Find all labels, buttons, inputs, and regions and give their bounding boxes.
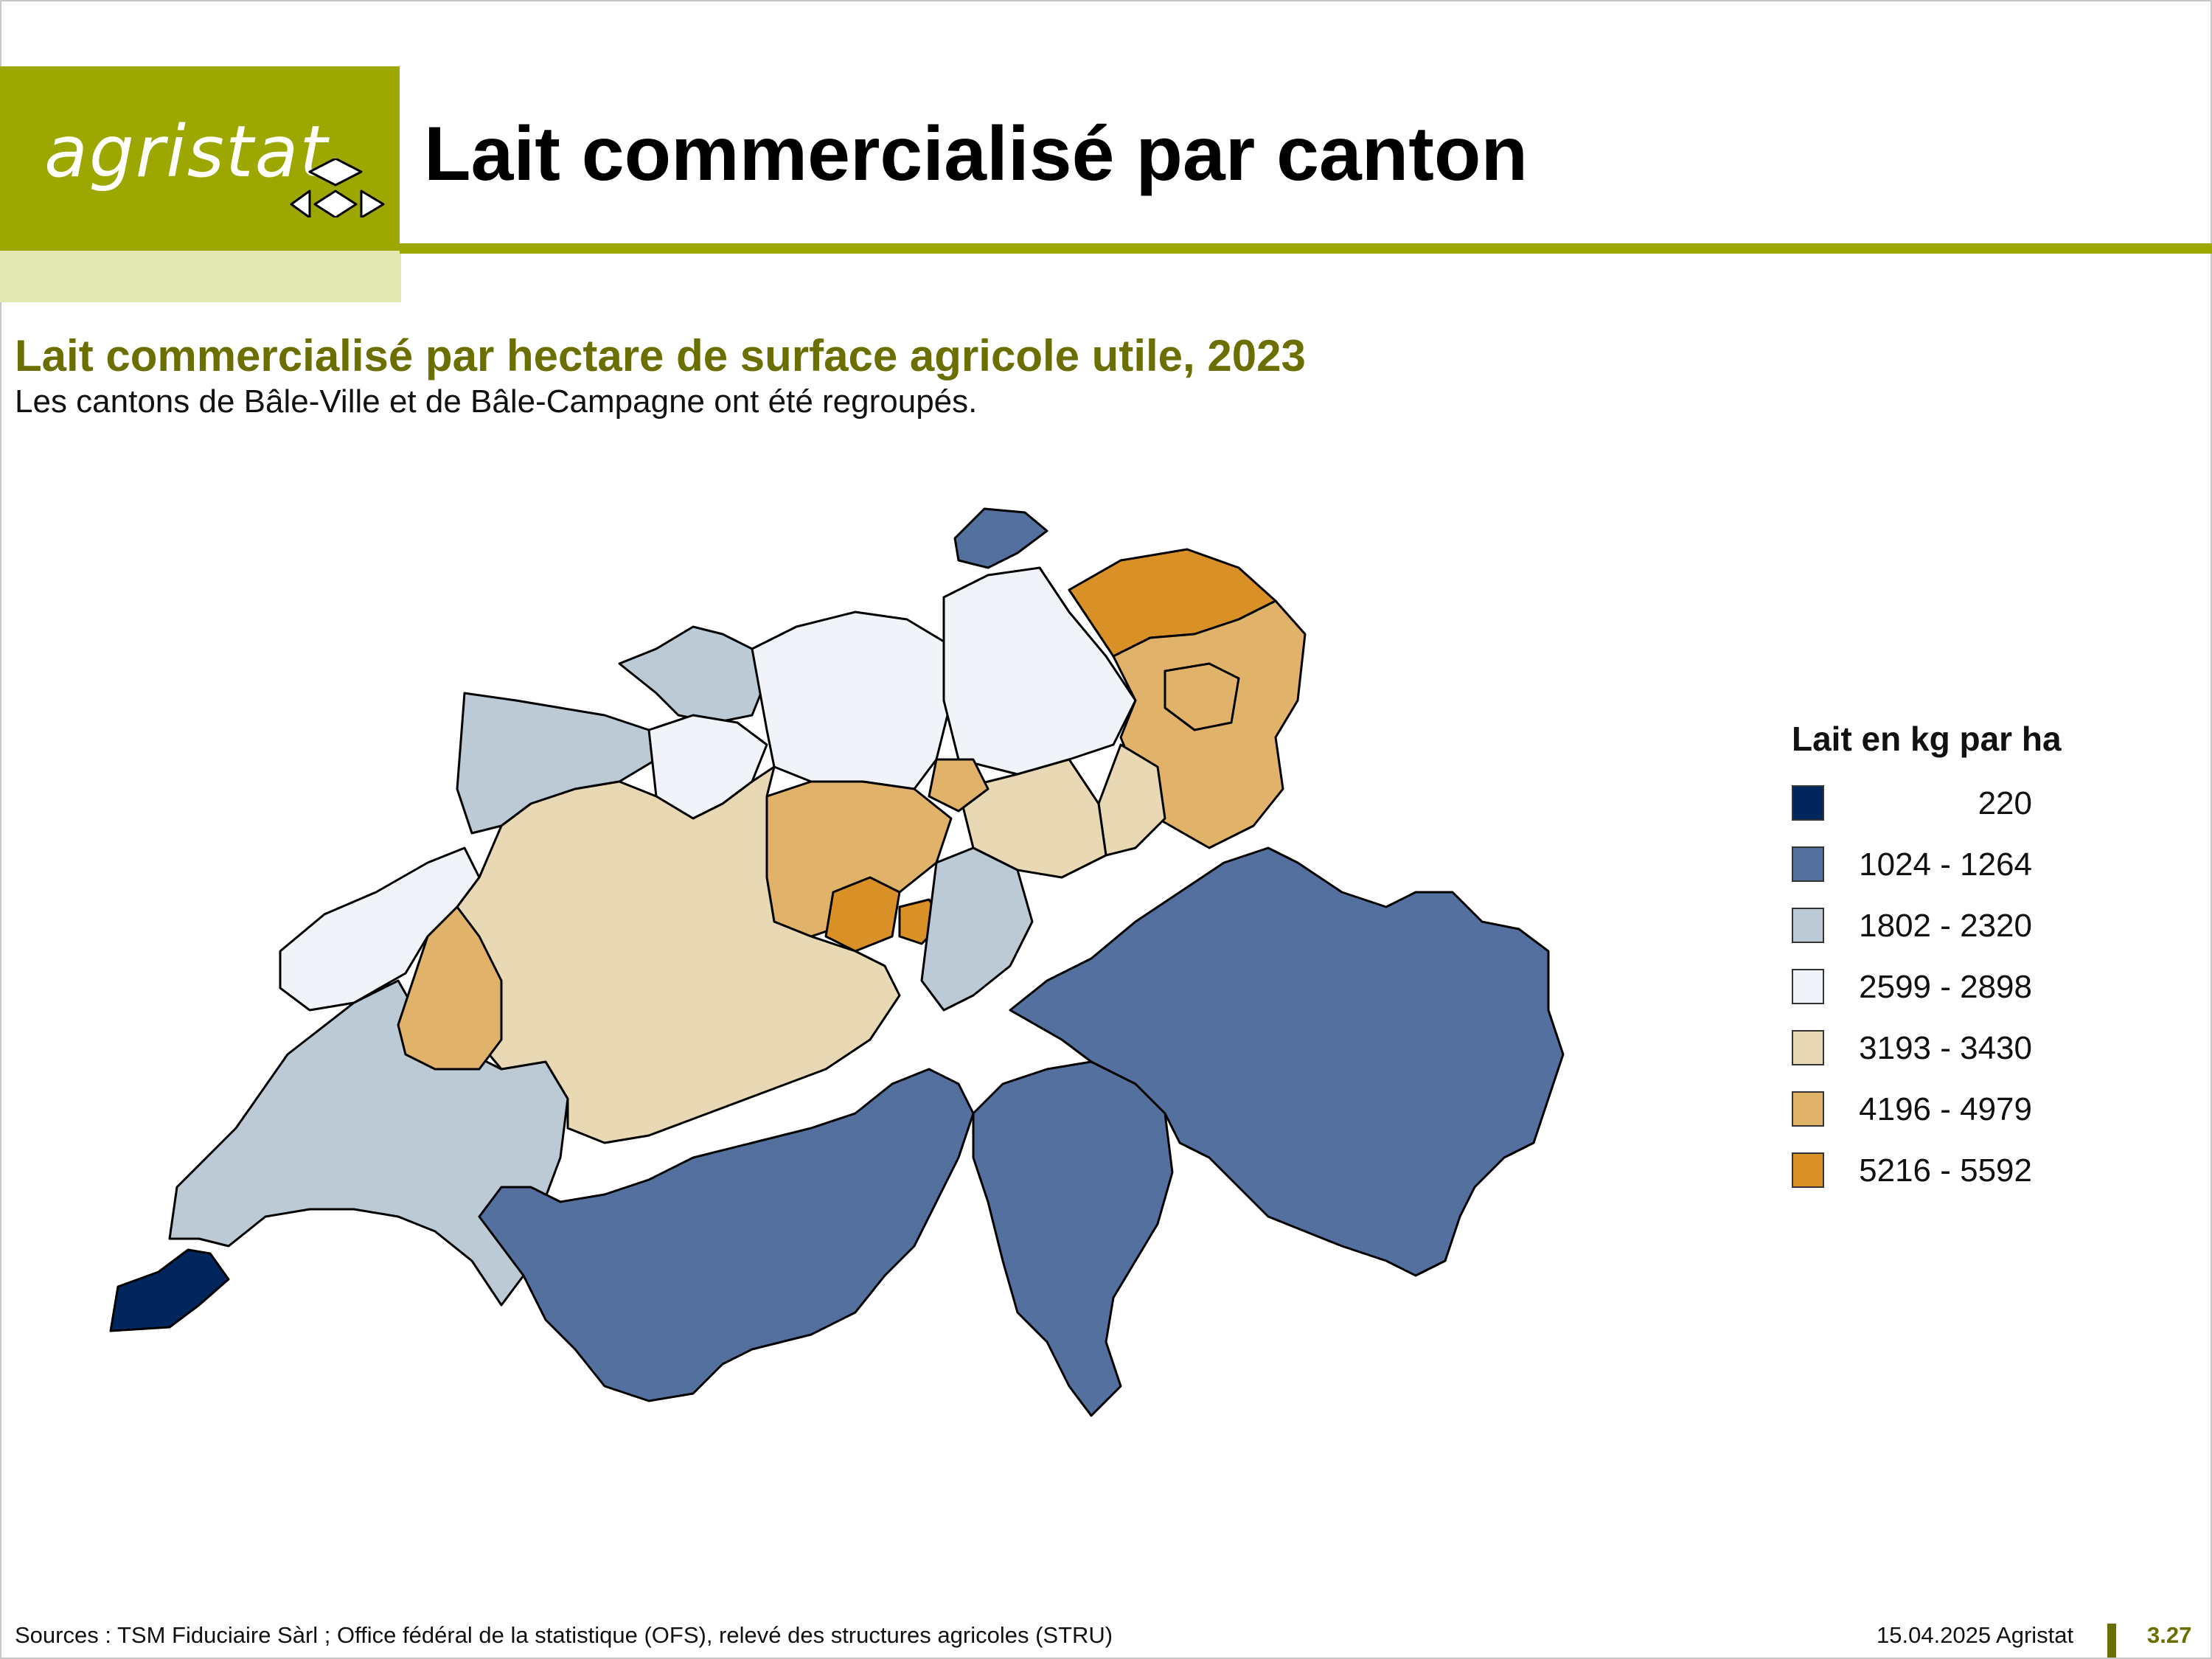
legend-item: 4196 - 4979 (1792, 1084, 2087, 1145)
canton-grisons (1009, 846, 1565, 1277)
canton-fribourg (397, 905, 503, 1071)
footer-date: 15.04.2025 Agristat (1877, 1622, 2074, 1648)
canton-zurich (942, 566, 1137, 776)
canton-obwald (824, 876, 901, 953)
legend-title: Lait en kg par ha (1792, 720, 2062, 758)
legend-label: 220 (1978, 785, 2032, 821)
logo-arrows-icon (290, 159, 385, 218)
legend-swatch (1792, 1152, 1824, 1188)
legend-swatch (1792, 785, 1824, 821)
legend-label: 4196 - 4979 (1859, 1091, 2032, 1127)
legend-swatch (1792, 846, 1824, 882)
canton-bale (618, 625, 768, 724)
map-legend: Lait en kg par ha 220 1024 - 1264 1802 -… (1792, 719, 2087, 1206)
canton-valais (478, 1068, 975, 1402)
canton-tessin (972, 1060, 1174, 1417)
logo-strip (0, 251, 401, 302)
legend-item: 1802 - 2320 (1792, 900, 2087, 961)
legend-item: 220 (1792, 778, 2087, 839)
canton-zoug (928, 758, 990, 813)
map-note: Les cantons de Bâle-Ville et de Bâle-Cam… (15, 383, 978, 420)
page-number: 3.27 (2147, 1622, 2192, 1648)
footer-sources: Sources : TSM Fiduciaire Sàrl ; Office f… (15, 1622, 1113, 1648)
agristat-logo (0, 66, 400, 251)
canton-berne (441, 765, 901, 1144)
footer-divider (2107, 1624, 2116, 1658)
logo-text: agristat (44, 111, 330, 193)
canton-appenzell (1164, 662, 1240, 731)
legend-item: 1024 - 1264 (1792, 839, 2087, 900)
canton-argovie (751, 611, 953, 790)
legend-item: 5216 - 5592 (1792, 1145, 2087, 1206)
legend-swatch (1792, 908, 1824, 943)
canton-schaffhouse (953, 507, 1048, 569)
legend-item: 3193 - 3430 (1792, 1023, 2087, 1084)
legend-label: 1024 - 1264 (1859, 846, 2032, 883)
legend-swatch (1792, 969, 1824, 1004)
legend-swatch (1792, 1030, 1824, 1065)
switzerland-canton-map (109, 507, 1565, 1417)
legend-item: 2599 - 2898 (1792, 961, 2087, 1023)
legend-label: 1802 - 2320 (1859, 908, 2032, 944)
canton-geneve (109, 1248, 230, 1332)
canton-uri (920, 846, 1034, 1012)
legend-swatch (1792, 1091, 1824, 1127)
legend-label: 5216 - 5592 (1859, 1152, 2032, 1189)
legend-label: 3193 - 3430 (1859, 1030, 2032, 1066)
map-subtitle: Lait commercialisé par hectare de surfac… (15, 331, 1306, 380)
legend-label: 2599 - 2898 (1859, 969, 2032, 1005)
page-title: Lait commercialisé par canton (424, 111, 1528, 197)
header-rule (400, 243, 2212, 254)
